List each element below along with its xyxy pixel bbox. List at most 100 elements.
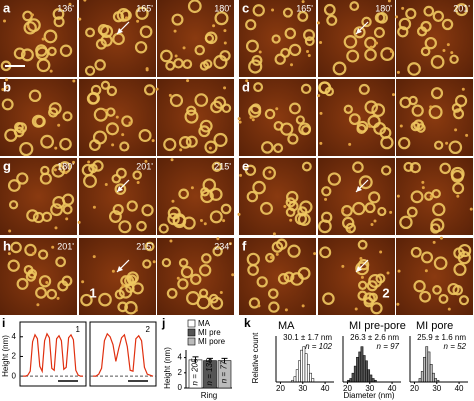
ring	[358, 83, 370, 95]
blob	[421, 180, 425, 184]
hist-bar	[369, 374, 373, 383]
blob	[53, 168, 57, 172]
afm-image	[317, 79, 396, 156]
blob	[395, 15, 399, 19]
ring	[28, 89, 42, 103]
ring	[88, 163, 98, 174]
ring	[251, 55, 263, 66]
ring	[106, 107, 116, 117]
blob	[317, 94, 321, 98]
ring	[352, 201, 366, 216]
hist-bar	[432, 372, 435, 383]
blob	[222, 219, 226, 223]
hist-bar	[302, 346, 306, 383]
ring	[165, 60, 176, 71]
ring	[403, 161, 414, 172]
blob	[283, 205, 287, 209]
hist-bar	[360, 346, 364, 383]
ring	[4, 128, 18, 142]
blob	[450, 51, 454, 55]
blob	[401, 6, 405, 10]
ring	[271, 241, 284, 253]
ring	[143, 84, 156, 96]
ring	[210, 296, 224, 310]
ring	[209, 210, 223, 224]
ring	[57, 280, 69, 292]
blob	[174, 54, 178, 58]
ring	[117, 301, 129, 313]
hist-bar	[356, 356, 359, 383]
blob	[258, 50, 262, 54]
blob	[170, 158, 174, 162]
ring	[23, 21, 37, 35]
ring	[452, 182, 465, 195]
blob	[115, 115, 119, 119]
ring	[27, 268, 38, 279]
ring	[261, 141, 274, 154]
ring	[410, 190, 424, 204]
time-label: 215'	[214, 161, 231, 171]
ring	[288, 43, 302, 57]
hist-bar	[349, 378, 353, 383]
y-tick-label: 2	[178, 368, 183, 377]
ring	[358, 175, 373, 190]
n-label: n = 52	[444, 342, 467, 351]
ring	[37, 249, 49, 260]
ring	[343, 104, 353, 114]
hist-bar	[358, 351, 362, 383]
ring	[163, 137, 177, 152]
arrow-head	[117, 28, 123, 34]
time-label: 201'	[453, 3, 470, 13]
blob	[212, 24, 216, 28]
blob	[324, 197, 328, 201]
legend-label: MI pore	[198, 337, 226, 346]
afm-image: 201' h	[0, 238, 77, 315]
ring	[161, 257, 172, 268]
ring	[126, 200, 138, 212]
blob	[49, 69, 53, 73]
blob	[239, 173, 243, 177]
ring	[357, 290, 368, 301]
ring	[318, 81, 332, 94]
blob	[313, 252, 317, 256]
blob	[360, 275, 364, 279]
panel-letter: i	[2, 316, 5, 330]
blob	[144, 159, 148, 163]
arrow-head	[356, 28, 362, 34]
y-tick-label: 4	[178, 353, 183, 362]
ring	[358, 280, 368, 290]
ring	[280, 122, 294, 136]
hist-bar	[418, 378, 422, 383]
ring	[210, 100, 223, 114]
ring	[458, 243, 472, 258]
blob	[1, 87, 5, 91]
afm-image: 165'	[78, 0, 156, 77]
ring	[90, 84, 102, 96]
blob	[251, 118, 255, 122]
blob	[182, 46, 186, 50]
ring	[252, 4, 265, 17]
hist-bar	[306, 364, 310, 383]
blob	[203, 222, 207, 226]
ring	[371, 103, 386, 117]
stat-label: 26.3 ± 2.6 nm	[350, 333, 399, 342]
ring	[53, 16, 65, 28]
ring	[245, 19, 257, 31]
blob	[136, 181, 140, 185]
ring	[318, 219, 332, 234]
x-tick-label: 30	[365, 384, 374, 393]
blob	[447, 307, 451, 311]
ring	[97, 24, 110, 36]
afm-image: d	[237, 79, 316, 156]
blob	[104, 183, 108, 187]
blob	[272, 232, 276, 236]
ring	[213, 132, 228, 148]
blob	[319, 111, 323, 115]
ring	[94, 59, 106, 71]
ring	[297, 206, 308, 217]
x-tick-label: 20	[410, 384, 419, 393]
arrow-head	[117, 186, 123, 192]
ring	[81, 163, 95, 177]
ring	[447, 282, 460, 296]
ring	[35, 286, 47, 299]
